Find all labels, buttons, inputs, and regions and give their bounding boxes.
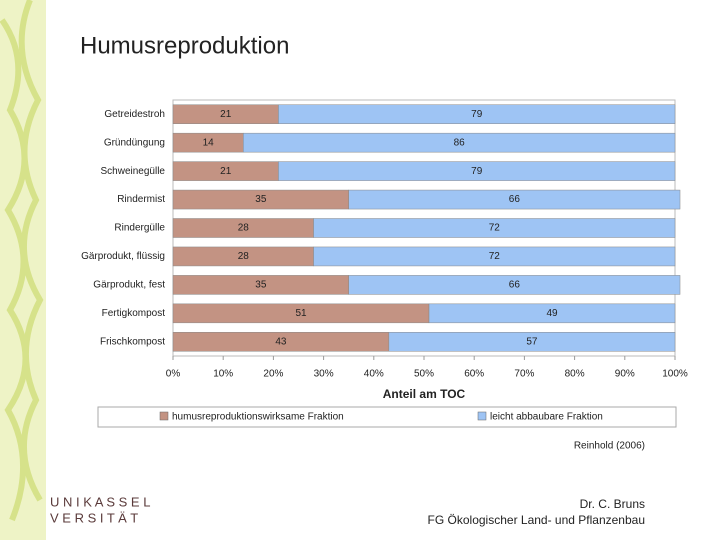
source: Reinhold (2006) <box>574 441 645 452</box>
bar-segment <box>348 189 681 210</box>
legend-label: leicht abbaubare Fraktion <box>490 412 603 423</box>
bar-segment <box>428 303 676 324</box>
bar-segment <box>388 332 676 352</box>
data-label: 66 <box>509 194 521 205</box>
y-tick-label: Gärprodukt, flüssig <box>81 251 165 262</box>
bar-segment <box>313 218 676 238</box>
x-tick-label: 20% <box>263 369 283 380</box>
x-tick-label: 50% <box>414 369 434 380</box>
data-label: 43 <box>275 336 287 347</box>
bar-segment <box>278 104 676 124</box>
legend-swatch <box>159 411 169 421</box>
bar-segment <box>243 132 676 153</box>
x-tick-label: 100% <box>662 369 688 380</box>
logo: V E R S I T Ä T <box>50 510 138 525</box>
y-tick-label: Gärprodukt, fest <box>93 280 165 291</box>
y-tick-label: Rindermist <box>117 194 165 205</box>
x-tick-label: 80% <box>565 369 585 380</box>
y-tick-label: Fertigkompost <box>102 308 166 319</box>
logo: U N I K A S S E L <box>50 494 150 509</box>
y-tick-label: Schweinegülle <box>101 166 166 177</box>
x-tick-label: 60% <box>464 369 484 380</box>
bar-segment <box>348 275 681 295</box>
data-label: 79 <box>471 109 483 120</box>
legend-box <box>97 406 677 428</box>
legend-swatch <box>477 411 487 421</box>
data-label: 21 <box>220 109 232 120</box>
data-label: 21 <box>220 166 232 177</box>
y-tick-label: Getreidestroh <box>104 109 165 120</box>
x-axis-label: Anteil am TOC <box>383 387 466 401</box>
data-label: 14 <box>203 137 215 148</box>
data-label: 79 <box>471 166 483 177</box>
data-label: 66 <box>509 280 521 291</box>
legend-label: humusreproduktionswirksame Fraktion <box>172 412 344 423</box>
department: FG Ökologischer Land- und Pflanzenbau <box>428 513 645 527</box>
data-label: 72 <box>489 223 501 234</box>
bar-segment <box>278 161 676 181</box>
x-tick-label: 70% <box>514 369 534 380</box>
author: Dr. C. Bruns <box>580 497 645 511</box>
data-label: 28 <box>238 223 250 234</box>
x-tick-label: 10% <box>213 369 233 380</box>
data-label: 35 <box>255 280 267 291</box>
y-tick-label: Gründüngung <box>104 137 165 148</box>
y-tick-label: Frischkompost <box>100 336 165 347</box>
data-label: 57 <box>526 336 538 347</box>
slide-title: Humusreproduktion <box>80 32 289 59</box>
data-label: 72 <box>489 251 501 262</box>
x-tick-label: 0% <box>166 369 181 380</box>
data-label: 28 <box>238 251 250 262</box>
data-label: 35 <box>255 194 267 205</box>
x-tick-label: 40% <box>364 369 384 380</box>
decor-leaves <box>0 0 44 522</box>
data-label: 86 <box>454 137 466 148</box>
data-label: 51 <box>295 308 307 319</box>
x-tick-label: 90% <box>615 369 635 380</box>
bar-segment <box>313 246 676 267</box>
y-tick-label: Rindergülle <box>114 223 165 234</box>
data-label: 49 <box>546 308 558 319</box>
x-tick-label: 30% <box>314 369 334 380</box>
